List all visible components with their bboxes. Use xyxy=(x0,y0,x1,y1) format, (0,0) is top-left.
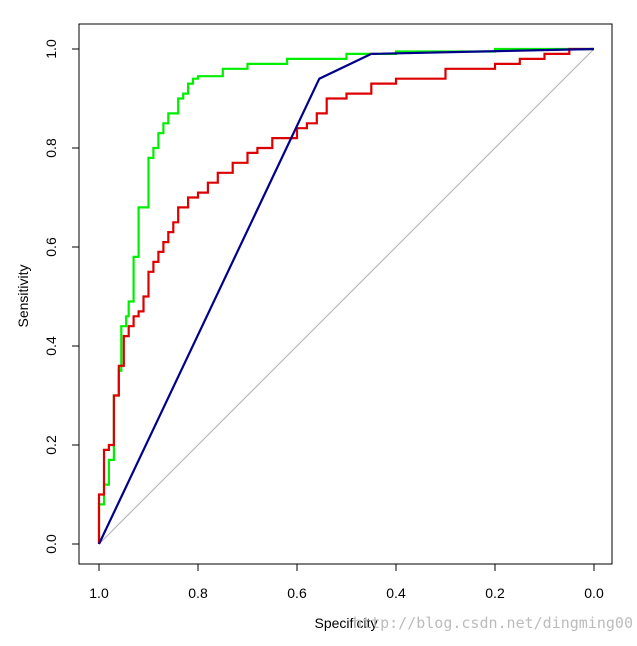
y-tick-label: 0.6 xyxy=(43,237,59,257)
x-tick-label: 0.4 xyxy=(386,585,406,601)
series-layer xyxy=(97,47,595,545)
x-tick-label: 0.8 xyxy=(188,585,208,601)
y-axis: 0.0 0.2 0.4 0.6 0.8 1.0 xyxy=(43,39,79,554)
series-line-blue-roc xyxy=(98,47,595,545)
y-tick-label: 0.0 xyxy=(43,534,59,554)
plot-frame xyxy=(78,23,613,565)
series-line-red-roc xyxy=(97,47,594,544)
x-axis: 1.0 0.8 0.6 0.4 0.2 0.0 xyxy=(89,564,604,601)
x-tick-label: 0.0 xyxy=(584,585,604,601)
x-tick-label: 1.0 xyxy=(89,585,109,601)
x-tick-label: 0.2 xyxy=(485,585,505,601)
y-axis-label: Sensitivity xyxy=(15,264,31,327)
reference-layer xyxy=(98,48,595,545)
x-tick-label: 0.6 xyxy=(287,585,307,601)
y-tick-label: 1.0 xyxy=(43,39,59,59)
x-axis-label: Specificity xyxy=(314,615,377,631)
reference-diagonal xyxy=(98,48,595,545)
y-tick-label: 0.4 xyxy=(43,336,59,356)
y-tick-label: 0.8 xyxy=(43,138,59,158)
y-tick-label: 0.2 xyxy=(43,435,59,455)
watermark-text: http://blog.csdn.net/dingming00 xyxy=(353,614,633,632)
